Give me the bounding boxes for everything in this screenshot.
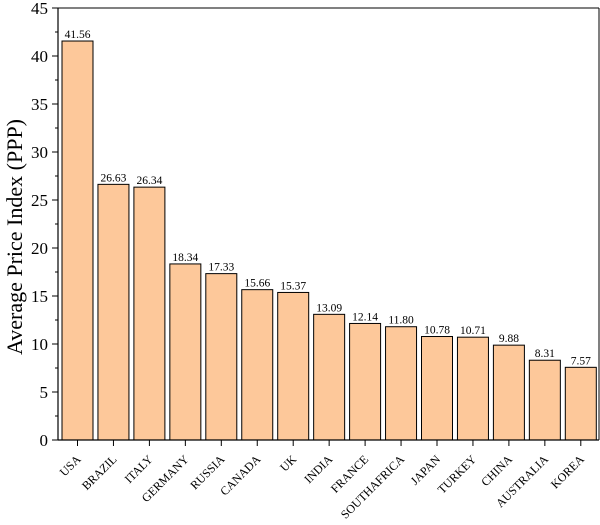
y-tick-label: 30 xyxy=(31,143,48,162)
bar-japan xyxy=(421,336,453,441)
y-tick-label: 40 xyxy=(31,47,48,66)
bar-usa xyxy=(61,40,94,441)
data-label-france: 12.14 xyxy=(352,311,378,323)
data-label-brazil: 26.63 xyxy=(101,172,127,184)
bar-australia xyxy=(528,359,561,441)
x-tick-label-india: INDIA xyxy=(301,452,335,486)
data-labels-group: 41.56 26.63 26.34 18.34 17.33 15.66 15.37 13.09… xyxy=(65,29,592,367)
data-label-china: 9.88 xyxy=(499,333,519,345)
x-tick-label-uk: UK xyxy=(277,452,299,474)
y-axis: 0 5 10 15 20 25 30 35 40 45 xyxy=(31,0,59,450)
bar-brazil xyxy=(97,183,130,441)
bar-russia xyxy=(205,273,238,441)
bar-italy xyxy=(133,186,166,441)
bar-uk xyxy=(277,291,310,441)
bars-group xyxy=(61,40,597,441)
bar-southafrica xyxy=(385,326,418,441)
data-label-turkey: 10.71 xyxy=(460,325,486,337)
bar-germany xyxy=(169,263,202,441)
data-label-southafrica: 11.80 xyxy=(388,315,414,327)
x-tick-label-southafrica: SOUTHAFRICA xyxy=(338,452,408,522)
y-tick-label: 35 xyxy=(31,95,48,114)
bar-korea xyxy=(564,366,597,441)
y-tick-label: 10 xyxy=(31,335,48,354)
bar-canada xyxy=(241,289,274,441)
y-axis-title: Average Price Index (PPP) xyxy=(2,119,27,355)
y-tick-label: 15 xyxy=(31,287,48,306)
x-tick-label-usa: USA xyxy=(57,452,84,479)
data-label-korea: 7.57 xyxy=(571,355,591,367)
data-label-uk: 15.37 xyxy=(280,280,306,292)
bar-india xyxy=(313,313,346,441)
bar-turkey xyxy=(456,336,489,441)
data-label-australia: 8.31 xyxy=(535,348,555,360)
data-label-germany: 18.34 xyxy=(172,252,198,264)
data-label-japan: 10.78 xyxy=(424,325,450,337)
data-label-india: 13.09 xyxy=(316,302,342,314)
x-tick-label-italy: ITALY xyxy=(122,452,156,486)
x-tick-label-turkey: TURKEY xyxy=(435,452,480,497)
data-label-italy: 26.34 xyxy=(136,175,162,187)
bar-france xyxy=(349,322,382,441)
y-tick-label: 20 xyxy=(31,239,48,258)
y-tick-label: 25 xyxy=(31,191,48,210)
x-tick-label-korea: KOREA xyxy=(548,452,587,491)
plot-frame xyxy=(58,7,600,440)
x-tick-label-brazil: BRAZIL xyxy=(79,452,120,493)
data-label-canada: 15.66 xyxy=(244,278,270,290)
y-tick-label: 45 xyxy=(31,0,48,18)
y-tick-label: 5 xyxy=(40,383,49,402)
data-label-russia: 17.33 xyxy=(208,262,234,274)
y-tick-label: 0 xyxy=(40,431,49,450)
data-label-usa: 41.56 xyxy=(65,29,91,41)
bar-china xyxy=(492,344,525,441)
